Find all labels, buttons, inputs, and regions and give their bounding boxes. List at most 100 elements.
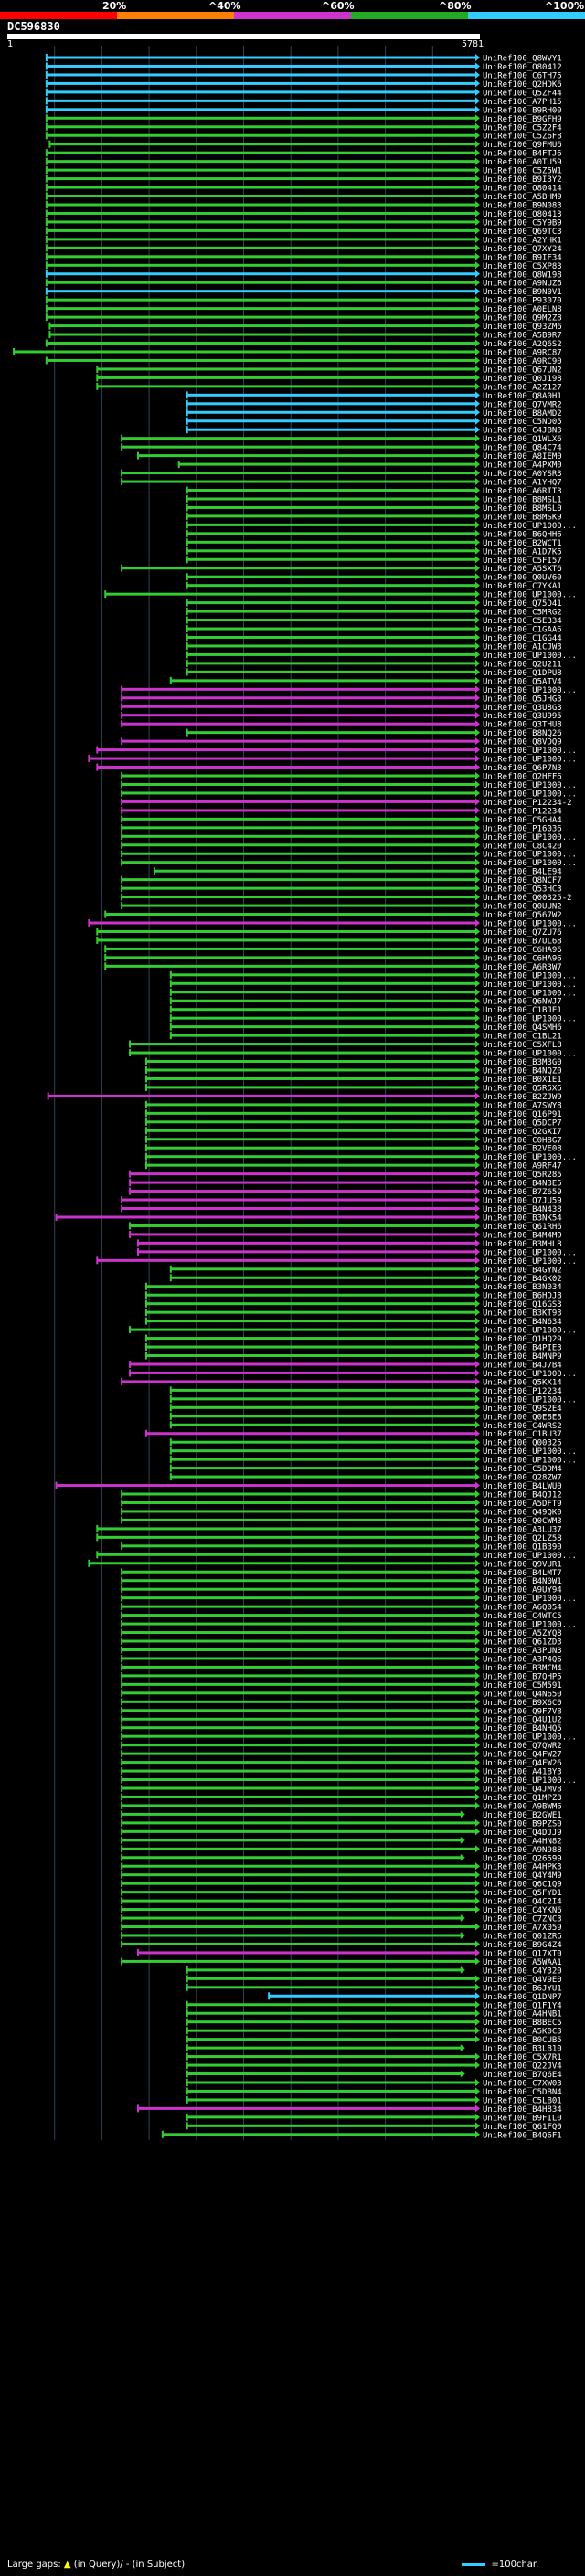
hit-row[interactable]: UniRef100_A9UY94 — [121, 1585, 562, 1595]
hit-row[interactable]: UniRef100_UP1000... — [88, 755, 577, 765]
hit-row[interactable]: UniRef100_UP1000... — [121, 1594, 577, 1605]
hit-row[interactable]: UniRef100_P12234 — [169, 1386, 562, 1396]
hit-bar[interactable] — [170, 1415, 476, 1418]
hit-row[interactable]: UniRef100_UP1000... — [186, 651, 577, 661]
hit-row[interactable]: UniRef100_Q2GXI7 — [144, 1127, 562, 1137]
hit-row[interactable]: UniRef100_Q1DNP7 — [268, 1992, 562, 2002]
hit-row[interactable]: UniRef100_Q7XY24 — [45, 244, 562, 254]
hit-row[interactable]: UniRef100_Q4FW26 — [121, 1758, 562, 1769]
hit-bar[interactable] — [145, 1163, 477, 1167]
hit-label[interactable]: UniRef100_B7QHP5 — [483, 1672, 562, 1681]
hit-row[interactable]: UniRef100_Q7JU59 — [121, 1196, 562, 1206]
hit-row[interactable]: UniRef100_A9N988 — [121, 1845, 562, 1855]
hit-row[interactable]: UniRef100_UP1000... — [169, 988, 577, 999]
hit-label[interactable]: UniRef100_UP1000... — [483, 1621, 577, 1630]
hit-label[interactable]: UniRef100_C7XW03 — [483, 2079, 562, 2088]
hit-bar[interactable] — [97, 766, 476, 769]
hit-row[interactable]: UniRef100_C4WTC5 — [121, 1611, 562, 1622]
hit-bar[interactable] — [170, 1034, 476, 1037]
hit-bar[interactable] — [186, 549, 476, 553]
hit-row[interactable]: UniRef100_B3MHL8 — [137, 1239, 562, 1249]
hit-row[interactable]: UniRef100_B9N083 — [45, 200, 562, 211]
hit-bar[interactable] — [186, 1977, 476, 1980]
hit-label[interactable]: UniRef100_Q9VUR1 — [483, 1560, 562, 1569]
hit-label[interactable]: UniRef100_C6HA96 — [483, 946, 562, 955]
hit-row[interactable]: UniRef100_O80413 — [45, 209, 562, 219]
hit-label[interactable]: UniRef100_C4YKN6 — [483, 1906, 562, 1915]
hit-bar[interactable] — [122, 472, 476, 475]
hit-bar[interactable] — [170, 981, 476, 985]
hit-row[interactable]: UniRef100_B8AMD2 — [186, 408, 562, 419]
hit-label[interactable]: UniRef100_C5ND05 — [483, 418, 562, 427]
hit-label[interactable]: UniRef100_B4N0W1 — [483, 1577, 562, 1586]
hit-row[interactable]: UniRef100_B3N034 — [144, 1282, 562, 1293]
hit-row[interactable]: UniRef100_A41BY3 — [121, 1767, 562, 1777]
hit-bar[interactable] — [122, 1891, 476, 1894]
hit-row[interactable]: UniRef100_Q8A0H1 — [186, 391, 562, 401]
hit-bar[interactable] — [122, 782, 476, 786]
hit-label[interactable]: UniRef100_C4JBN3 — [483, 427, 562, 436]
hit-row[interactable]: UniRef100_C5Z6F8 — [45, 132, 562, 142]
hit-bar[interactable] — [186, 523, 476, 526]
hit-row[interactable]: UniRef100_C8C420 — [121, 841, 562, 852]
hit-label[interactable]: UniRef100_B4N3E5 — [483, 1180, 562, 1189]
hit-label[interactable]: UniRef100_C5Z6F8 — [483, 133, 562, 142]
hit-bar[interactable] — [145, 1120, 477, 1124]
hit-row[interactable]: UniRef100_Q1MPZ3 — [121, 1793, 562, 1803]
hit-bar[interactable] — [122, 480, 476, 483]
hit-label[interactable]: UniRef100_Q4DJJ9 — [483, 1829, 562, 1838]
hit-row[interactable]: UniRef100_Q4Y4M9 — [121, 1871, 562, 1882]
hit-row[interactable]: UniRef100_Q4SMH6 — [169, 1023, 562, 1034]
hit-bar[interactable] — [122, 1795, 476, 1798]
hit-label[interactable]: UniRef100_UP1000... — [483, 1248, 577, 1257]
hit-bar[interactable] — [145, 1337, 477, 1341]
hit-label[interactable]: UniRef100_Q4V9E0 — [483, 1976, 562, 1985]
hit-label[interactable]: UniRef100_A3P4Q6 — [483, 1655, 562, 1664]
hit-bar[interactable] — [122, 1674, 476, 1678]
hit-bar[interactable] — [130, 1328, 476, 1331]
hit-bar[interactable] — [145, 1302, 477, 1306]
hit-bar[interactable] — [122, 1934, 462, 1937]
hit-label[interactable]: UniRef100_A2Q6S2 — [483, 340, 562, 349]
hit-bar[interactable] — [122, 437, 476, 440]
hit-bar[interactable] — [122, 1657, 476, 1660]
hit-label[interactable]: UniRef100_Q01ZR6 — [483, 1932, 562, 1941]
hit-label[interactable]: UniRef100_A5SXT6 — [483, 565, 562, 574]
hit-bar[interactable] — [170, 1440, 476, 1444]
hit-label[interactable]: UniRef100_O80414 — [483, 185, 562, 194]
hit-label[interactable]: UniRef100_C5FI57 — [483, 557, 562, 566]
hit-bar[interactable] — [145, 1285, 477, 1288]
hit-label[interactable]: UniRef100_Q1F1Y4 — [483, 2001, 562, 2010]
hit-bar[interactable] — [130, 1233, 476, 1236]
hit-label[interactable]: UniRef100_Q7QWR2 — [483, 1742, 562, 1751]
hit-row[interactable]: UniRef100_C1BJE1 — [169, 1005, 562, 1016]
hit-bar[interactable] — [122, 886, 476, 890]
hit-row[interactable]: UniRef100_A4HPK3 — [121, 1862, 562, 1872]
hit-label[interactable]: UniRef100_Q8A0H1 — [483, 392, 562, 401]
hit-label[interactable]: UniRef100_A6RIT3 — [483, 487, 562, 496]
hit-row[interactable]: UniRef100_Q9S2E4 — [169, 1404, 562, 1414]
hit-label[interactable]: UniRef100_B9G4Z4 — [483, 1941, 562, 1950]
hit-label[interactable]: UniRef100_A0YSR3 — [483, 470, 562, 479]
hit-bar[interactable] — [170, 1449, 476, 1453]
hit-label[interactable]: UniRef100_A7X059 — [483, 1924, 562, 1933]
hit-bar[interactable] — [122, 705, 476, 708]
hit-bar[interactable] — [46, 220, 476, 224]
hit-row[interactable]: UniRef100_B9RH00 — [45, 105, 562, 116]
hit-row[interactable]: UniRef100_A1CJW3 — [186, 641, 562, 652]
hit-label[interactable]: UniRef100_Q7VMR2 — [483, 400, 562, 409]
hit-row[interactable]: UniRef100_A4HN82 — [121, 1836, 562, 1847]
hit-row[interactable]: UniRef100_UP1000... — [169, 980, 577, 990]
hit-label[interactable]: UniRef100_Q8WVY1 — [483, 55, 562, 64]
hit-bar[interactable] — [46, 108, 476, 111]
hit-label[interactable]: UniRef100_C5MRG2 — [483, 609, 562, 618]
hit-label[interactable]: UniRef100_Q8NCF7 — [483, 876, 562, 885]
hit-row[interactable]: UniRef100_C5Z5W1 — [45, 166, 562, 176]
hit-label[interactable]: UniRef100_Q9M2Z8 — [483, 314, 562, 323]
hit-label[interactable]: UniRef100_Q93ZM6 — [483, 323, 562, 332]
hit-label[interactable]: UniRef100_UP1000... — [483, 652, 577, 661]
hit-label[interactable]: UniRef100_C5GHA4 — [483, 816, 562, 825]
hit-bar[interactable] — [122, 1665, 476, 1669]
hit-label[interactable]: UniRef100_C6TH75 — [483, 71, 562, 80]
hit-bar[interactable] — [186, 505, 476, 509]
